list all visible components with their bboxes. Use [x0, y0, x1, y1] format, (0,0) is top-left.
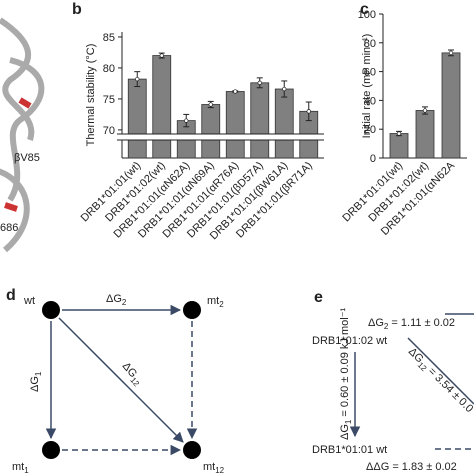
bar [152, 55, 172, 159]
point [208, 102, 213, 107]
energy-label: ΔΔG = 1.83 ± 0.02 [366, 461, 457, 473]
node [183, 441, 201, 459]
y-tick-label: 75 [103, 94, 115, 106]
y-tick-label: 80 [364, 38, 376, 50]
node-label: mt2 [207, 295, 224, 309]
residue-label: 686 [0, 222, 18, 234]
y-axis-title: Thermal stability (°C) [85, 44, 97, 147]
y-tick-label: 70 [103, 125, 115, 137]
diagram-e: ΔG2 = 1.11 ± 0.02 DRB1*01:02 wt ΔG1 = 0.… [312, 307, 474, 473]
point [184, 118, 189, 123]
bar [441, 52, 461, 159]
point [159, 53, 164, 58]
node [183, 301, 201, 319]
residue-label: βV85 [14, 152, 40, 164]
panel-letter: d [6, 287, 16, 304]
panel-letter: b [72, 1, 82, 18]
arrow [58, 317, 184, 443]
bar [127, 78, 147, 159]
panel-letter: c [360, 1, 369, 18]
bar [274, 88, 294, 159]
y-tick-label: 80 [103, 63, 115, 75]
y-tick-label: 20 [364, 124, 376, 136]
arrow [407, 337, 474, 405]
point [233, 89, 238, 94]
node-label: wt [23, 295, 35, 307]
edge-label: ΔG1 [29, 371, 43, 392]
y-tick-label: 85 [103, 32, 115, 44]
edge-label: ΔG2 [106, 293, 127, 307]
point [135, 76, 140, 82]
y-tick-label: 0 [370, 153, 376, 165]
y-axis-title: Initial rate (mP min⁻¹) [361, 34, 373, 139]
energy-label: ΔG1 = 0.60 ± 0.09 kJ mol⁻¹ [339, 307, 353, 440]
node [42, 301, 60, 319]
diagram-d: wt mt2 mt1 mt12 ΔG2 ΔG1 ΔG12 [12, 293, 225, 474]
point [396, 131, 402, 136]
bar [250, 82, 270, 159]
point [257, 80, 262, 85]
y-tick-label: 40 [364, 95, 376, 107]
bar [201, 104, 221, 159]
point [448, 50, 454, 56]
axis-break [116, 134, 326, 140]
point [306, 109, 311, 114]
node [42, 441, 60, 459]
node-label: mt12 [203, 461, 225, 474]
protein-image [0, 17, 45, 253]
node-label: mt1 [12, 461, 29, 474]
panel-letter: e [314, 289, 323, 306]
state-label: DRB1*01:01 wt [312, 444, 387, 456]
bar [389, 133, 409, 159]
y-tick-label: 60 [364, 67, 376, 79]
bar [415, 110, 435, 159]
y-tick-label: 100 [358, 9, 376, 21]
point [422, 108, 428, 113]
point [282, 86, 287, 92]
bar [225, 91, 245, 159]
energy-label: ΔG12 = 3.54 ± 0.0 [404, 346, 474, 417]
energy-label: ΔG2 = 1.11 ± 0.02 [368, 317, 455, 331]
state-label: DRB1*01:02 wt [312, 335, 387, 347]
edge-label: ΔG12 [118, 360, 145, 388]
